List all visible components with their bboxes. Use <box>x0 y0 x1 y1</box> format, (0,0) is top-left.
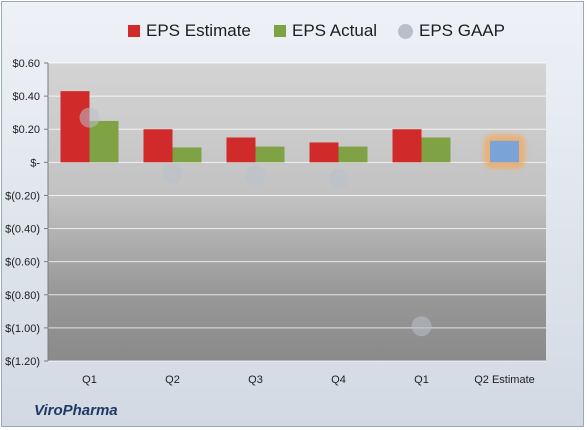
bar-eps-actual <box>421 137 451 163</box>
legend-label-estimate: EPS Estimate <box>146 21 251 40</box>
bar-eps-estimate <box>226 137 256 163</box>
bar-eps-estimate <box>309 142 339 163</box>
x-tick-label: Q4 <box>331 374 346 386</box>
x-tick-label: Q2 <box>165 374 180 386</box>
legend-item-eps-actual: EPS Actual <box>274 18 377 44</box>
y-tick-label: $(0.60) <box>5 257 40 269</box>
bar-eps-actual <box>172 147 202 163</box>
legend-label-actual: EPS Actual <box>292 21 378 40</box>
bar-eps-estimate <box>143 129 173 163</box>
y-tick-label: $(1.00) <box>5 323 40 335</box>
y-tick-label: $0.40 <box>12 91 40 103</box>
company-name: ViroPharma <box>34 402 118 419</box>
y-tick-label: $0.20 <box>12 124 40 136</box>
x-tick-label: Q1 <box>414 374 429 386</box>
point-eps-gaap <box>79 107 100 128</box>
y-tick-label: $(0.20) <box>5 190 40 202</box>
y-tick-label: $(1.20) <box>5 356 40 368</box>
legend-swatch-gaap <box>398 23 413 39</box>
y-tick-label: $0.60 <box>12 58 40 70</box>
bar-eps-estimate <box>392 129 422 163</box>
y-tick-label: $(0.40) <box>5 224 40 236</box>
legend-label-gaap: EPS GAAP <box>419 21 505 40</box>
legend-item-eps-estimate: EPS Estimate <box>128 18 251 44</box>
point-eps-gaap <box>328 168 349 189</box>
eps-chart: $0.60 $0.40 $0.20 $- $(0.20) $(0.40) $(0.60) $(… <box>5 58 546 386</box>
bar-eps-estimate <box>60 91 90 163</box>
point-eps-gaap <box>162 163 183 184</box>
point-eps-gaap <box>411 316 432 337</box>
x-tick-label: Q2 Estimate <box>474 374 535 386</box>
legend-swatch-actual <box>274 25 286 37</box>
bar-next-estimate <box>490 140 519 163</box>
y-tick-label: $- <box>30 157 40 169</box>
legend-swatch-estimate <box>128 25 140 37</box>
x-tick-label: Q1 <box>82 374 97 386</box>
bar-eps-actual <box>89 120 119 163</box>
x-tick-label: Q3 <box>248 374 263 386</box>
point-eps-gaap <box>245 165 266 186</box>
bar-eps-actual <box>338 146 368 163</box>
legend: EPS Estimate EPS Actual EPS GAAP <box>2 18 583 44</box>
legend-item-eps-gaap: EPS GAAP <box>398 18 505 44</box>
y-tick-label: $(0.80) <box>5 290 40 302</box>
plot-area <box>48 63 546 361</box>
bar-eps-actual <box>255 146 285 163</box>
